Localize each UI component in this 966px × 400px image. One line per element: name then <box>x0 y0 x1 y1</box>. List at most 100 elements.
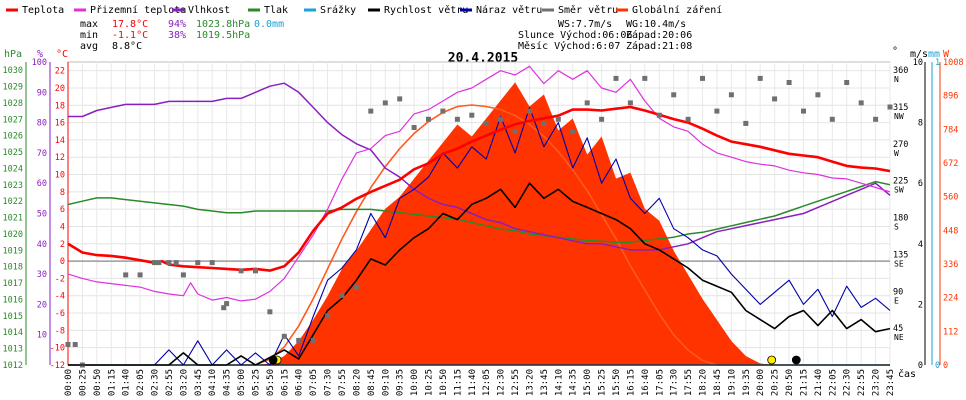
temperature-tick-label: 16 <box>55 119 65 129</box>
humidity-tick-label: 10 <box>37 331 47 341</box>
x-tick-label: 22:30 <box>843 369 853 396</box>
axis-unit-labels: hPa % °C m/s mm W ° čas <box>4 46 950 380</box>
x-tick-label: 10:50 <box>439 369 449 396</box>
x-tick-label: 04:10 <box>208 369 218 396</box>
stats-max-humidity: 94% <box>168 19 186 30</box>
x-tick-label: 07:55 <box>338 369 348 396</box>
x-tick-label: 01:15 <box>107 369 117 396</box>
wind-direction-point <box>173 260 179 266</box>
stats-min-label: min <box>80 30 98 41</box>
wind-direction-compass-label: W <box>894 149 899 158</box>
wind-direction-point <box>209 260 215 266</box>
wind-direction-tick-label: 360 <box>893 66 908 76</box>
wind-direction-compass-label: NE <box>894 333 904 342</box>
wind-direction-point <box>123 272 129 278</box>
pressure-tick-label: 1027 <box>3 115 23 125</box>
temperature-tick-label: 18 <box>55 101 65 111</box>
temperature-tick-label: -2 <box>55 274 65 284</box>
x-tick-label: 11:40 <box>468 369 478 396</box>
temperature-tick-label: -12 <box>50 361 65 371</box>
x-tick-label: 08:45 <box>367 369 377 396</box>
x-tick-label: 23:45 <box>886 369 896 396</box>
wind-direction-point <box>844 80 850 85</box>
pressure-tick-label: 1014 <box>3 328 23 338</box>
wind-direction-point <box>858 100 864 106</box>
radiation-tick-label: 784 <box>943 125 958 135</box>
wind-direction-compass-label: SW <box>894 186 904 195</box>
info-panel: WS:7.7m/s WG:10.4m/s Slunce Východ:06:06… <box>518 19 692 52</box>
wind-direction-point <box>829 116 835 122</box>
x-tick-label: 12:05 <box>482 369 492 396</box>
temperature-tick-label: 0 <box>60 257 65 267</box>
series-pressure <box>67 180 891 243</box>
series-radiation-clear-sky <box>68 104 890 366</box>
radiation-tick-label: 448 <box>943 226 958 236</box>
series-ground-temperature <box>67 65 891 302</box>
wind-direction-compass-label: N <box>894 75 899 84</box>
x-tick-label: 19:35 <box>742 369 752 396</box>
pressure-tick-label: 1024 <box>3 164 23 174</box>
x-tick-label: 13:20 <box>525 369 535 396</box>
x-tick-label: 21:15 <box>799 369 809 396</box>
temperature-tick-label: -10 <box>50 344 65 354</box>
wind-direction-point <box>152 260 157 266</box>
legend: Teplota Přizemní teplota Vlhkost Tlak Srážky… <box>6 4 722 16</box>
wind-direction-point <box>570 129 576 135</box>
wind-direction-point <box>671 92 677 98</box>
wind-direction-point <box>772 96 778 102</box>
radiation-tick-label: 672 <box>943 159 958 169</box>
chart-title: 20.4.2015 <box>448 51 518 66</box>
wind-direction-point <box>584 100 590 106</box>
pressure-tick-label: 1020 <box>3 230 23 240</box>
x-tick-label: 05:50 <box>266 369 276 396</box>
wind-direction-point <box>527 108 532 114</box>
x-tick-label: 20:50 <box>785 369 795 396</box>
wind-direction-point <box>195 260 201 266</box>
wind-direction-point <box>65 342 71 347</box>
series-temperature <box>67 105 891 272</box>
x-tick-label: 13:45 <box>540 369 550 396</box>
x-tick-label: 10:00 <box>410 369 420 396</box>
x-axis: 00:00 00:25 00:50 01:15 01:40 02:05 02:30 02:55… <box>64 364 896 396</box>
x-tick-label: 02:30 <box>151 369 161 396</box>
x-tick-label: 07:30 <box>324 369 334 396</box>
wind-direction-point <box>454 116 460 122</box>
wind-direction-point <box>656 112 662 118</box>
wind-direction-point <box>685 116 691 122</box>
info-sun-rise: Slunce Východ:06:06 <box>518 29 632 41</box>
pressure-tick-label: 1016 <box>3 295 23 305</box>
wind-direction-compass-label: S <box>894 223 899 232</box>
wind-direction-point <box>555 116 561 122</box>
pressure-tick-label: 1030 <box>3 66 23 76</box>
legend-label: Tlak <box>264 5 288 16</box>
pressure-tick-label: 1023 <box>3 181 23 191</box>
wind-direction-point <box>267 309 273 315</box>
x-tick-label: 10:25 <box>425 369 435 396</box>
stats-min-pressure: 1019.5hPa <box>196 30 250 41</box>
temperature-tick-label: 14 <box>55 136 65 146</box>
x-tick-label: 09:35 <box>396 369 406 396</box>
x-tick-label: 04:35 <box>223 369 233 396</box>
wind-direction-point <box>339 292 345 298</box>
wind-direction-point <box>613 75 619 81</box>
pressure-tick-label: 1026 <box>3 132 23 142</box>
wind-direction-tick-label: 180 <box>893 214 908 224</box>
wind-direction-point <box>440 108 446 114</box>
wind-direction-point <box>714 108 720 114</box>
wind-direction-compass-label: SE <box>894 259 904 268</box>
unit-time: čas <box>898 368 916 380</box>
x-tick-label: 09:10 <box>381 369 391 396</box>
wind-direction-tick-label: 225 <box>893 177 908 187</box>
x-tick-label: 21:40 <box>814 369 824 396</box>
x-tick-label: 01:40 <box>122 369 132 396</box>
series-humidity <box>68 82 891 251</box>
x-tick-label: 17:30 <box>670 369 680 396</box>
series-layer <box>65 65 893 368</box>
wind-direction-compass-label: E <box>894 296 899 305</box>
wind-speed-tick-label: 6 <box>918 179 923 189</box>
legend-label: Vlhkost <box>188 5 230 16</box>
x-tick-label: 05:25 <box>251 369 261 396</box>
temperature-tick-label: -6 <box>55 309 65 319</box>
x-tick-label: 23:20 <box>872 369 882 396</box>
